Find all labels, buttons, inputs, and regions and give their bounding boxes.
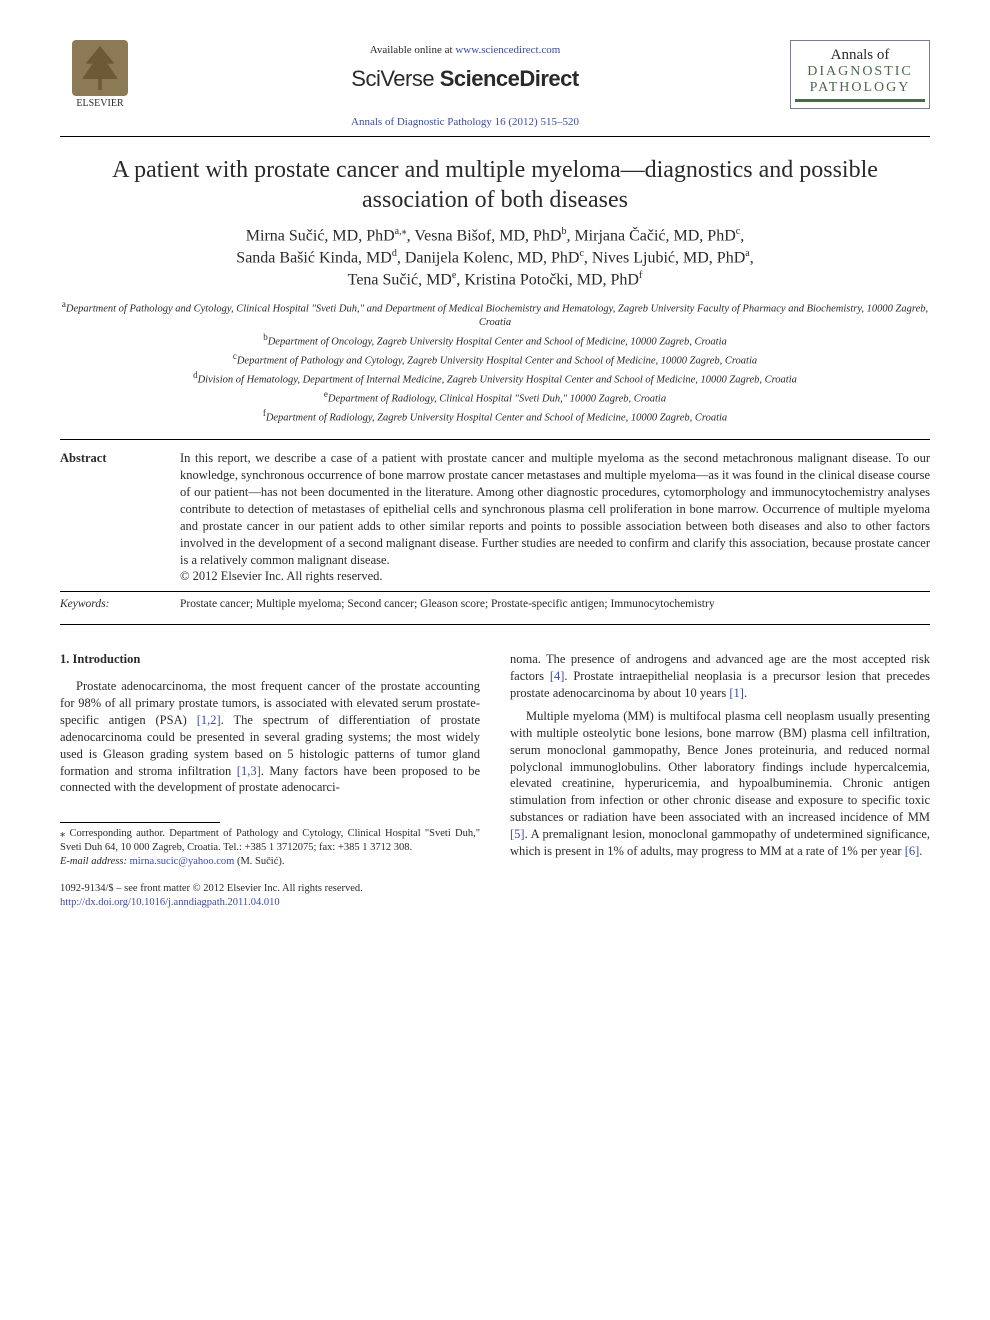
ref-link-1-2[interactable]: [1,2] — [197, 713, 221, 727]
affiliation-a: aDepartment of Pathology and Cytology, C… — [60, 299, 930, 330]
journal-cover-box: Annals of DIAGNOSTIC PATHOLOGY — [790, 40, 930, 109]
keywords-label: Keywords: — [60, 598, 180, 610]
author-8-sup: f — [639, 270, 642, 281]
author-2: Vesna Bišof, MD, PhD — [414, 227, 561, 244]
affiliation-f: fDepartment of Radiology, Zagreb Univers… — [60, 408, 930, 425]
email-link[interactable]: mirna.sucic@yahoo.com — [130, 856, 235, 867]
author-6: Nives Ljubić, MD, PhD — [592, 249, 745, 266]
header-rule — [60, 136, 930, 137]
journal-reference: Annals of Diagnostic Pathology 16 (2012)… — [140, 116, 790, 128]
column-right: noma. The presence of androgens and adva… — [510, 651, 930, 909]
elsevier-tree-icon — [72, 40, 128, 96]
author-4-sup: d — [392, 248, 397, 259]
abstract-label: Abstract — [60, 450, 180, 585]
platform-part1: SciVerse — [351, 66, 439, 91]
abstract-text: In this report, we describe a case of a … — [180, 450, 930, 585]
journal-box-line2: DIAGNOSTIC — [795, 64, 925, 80]
journal-box-bar — [795, 99, 925, 102]
author-3-sup: c — [736, 226, 740, 237]
author-7-sup: e — [452, 270, 456, 281]
affiliation-c: cDepartment of Pathology and Cytology, Z… — [60, 351, 930, 368]
article-title: A patient with prostate cancer and multi… — [60, 155, 930, 215]
keywords-block: Keywords: Prostate cancer; Multiple myel… — [60, 598, 930, 610]
author-8: Kristina Potočki, MD, PhD — [464, 271, 639, 288]
affiliation-b: bDepartment of Oncology, Zagreb Universi… — [60, 332, 930, 349]
affiliation-e: eDepartment of Radiology, Clinical Hospi… — [60, 389, 930, 406]
platform-part2: ScienceDirect — [440, 66, 579, 91]
platform-brand: SciVerse ScienceDirect — [140, 66, 790, 92]
author-6-sup: a — [745, 248, 749, 259]
section-heading: 1. Introduction — [60, 651, 480, 668]
author-2-sup: b — [561, 226, 566, 237]
author-7: Tena Sučić, MD — [348, 271, 452, 288]
email-label: E-mail address: — [60, 856, 130, 867]
column-left: 1. Introduction Prostate adenocarcinoma,… — [60, 651, 480, 909]
author-1-sup: a,⁎ — [395, 226, 407, 237]
ref-link-6[interactable]: [6] — [905, 844, 920, 858]
author-5-sup: c — [579, 248, 583, 259]
header-row: ELSEVIER Available online at www.science… — [60, 40, 930, 128]
author-1: Mirna Sučić, MD, PhD — [246, 227, 395, 244]
abstract-copyright: © 2012 Elsevier Inc. All rights reserved… — [180, 569, 383, 583]
ref-link-1-3[interactable]: [1,3] — [237, 764, 261, 778]
body-columns: 1. Introduction Prostate adenocarcinoma,… — [60, 651, 930, 909]
ref-link-1[interactable]: [1] — [729, 686, 744, 700]
abstract-top-rule — [60, 439, 930, 440]
author-5: Danijela Kolenc, MD, PhD — [405, 249, 580, 266]
intro-paragraph-1: Prostate adenocarcinoma, the most freque… — [60, 678, 480, 796]
journal-box-line3: PATHOLOGY — [795, 80, 925, 96]
publisher-name: ELSEVIER — [60, 98, 140, 109]
publisher-logo: ELSEVIER — [60, 40, 140, 109]
keywords-bottom-rule — [60, 624, 930, 625]
sciencedirect-link[interactable]: www.sciencedirect.com — [455, 44, 560, 56]
ref-link-5[interactable]: [5] — [510, 827, 525, 841]
author-4: Sanda Bašić Kinda, MD — [236, 249, 392, 266]
front-matter-copyright: 1092-9134/$ – see front matter © 2012 El… — [60, 882, 480, 909]
abstract-block: Abstract In this report, we describe a c… — [60, 450, 930, 585]
center-header: Available online at www.sciencedirect.co… — [140, 40, 790, 128]
abstract-bottom-rule — [60, 591, 930, 592]
doi-link[interactable]: http://dx.doi.org/10.1016/j.anndiagpath.… — [60, 897, 280, 908]
author-3: Mirjana Čačić, MD, PhD — [574, 227, 735, 244]
available-online-line: Available online at www.sciencedirect.co… — [140, 44, 790, 56]
available-prefix: Available online at — [370, 44, 456, 56]
ref-link-4[interactable]: [4] — [550, 669, 565, 683]
journal-box-line1: Annals of — [795, 47, 925, 64]
affiliation-d: dDivision of Hematology, Department of I… — [60, 370, 930, 387]
corresponding-author-footnote: ⁎ Corresponding author. Department of Pa… — [60, 827, 480, 868]
intro-paragraph-2: Multiple myeloma (MM) is multifocal plas… — [510, 708, 930, 860]
keywords-text: Prostate cancer; Multiple myeloma; Secon… — [180, 598, 930, 610]
intro-paragraph-1-cont: noma. The presence of androgens and adva… — [510, 651, 930, 702]
author-list: Mirna Sučić, MD, PhDa,⁎, Vesna Bišof, MD… — [60, 225, 930, 291]
